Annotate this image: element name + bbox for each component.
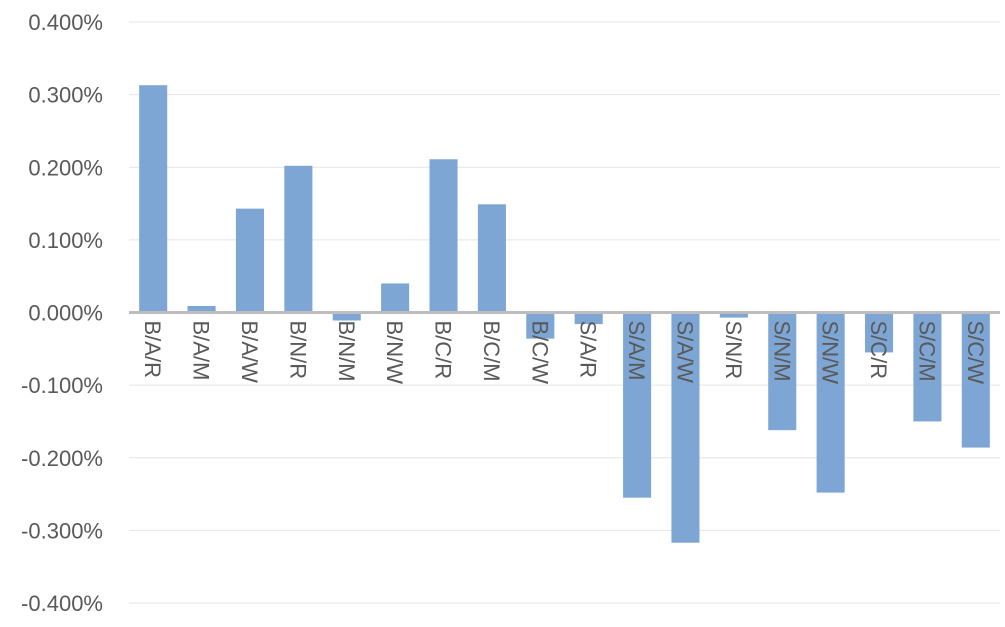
x-tick-label: B/N/M	[334, 321, 359, 382]
x-tick-label: B/A/M	[189, 321, 214, 381]
x-tick-label: S/A/R	[576, 321, 601, 378]
bar	[719, 312, 748, 318]
y-tick-label: -0.200%	[21, 446, 103, 471]
y-tick-label: 0.400%	[28, 10, 103, 35]
y-tick-label: -0.100%	[21, 373, 103, 398]
bar	[913, 312, 942, 422]
bar	[284, 165, 313, 313]
bar	[187, 305, 216, 313]
y-tick-label: -0.400%	[21, 591, 103, 616]
x-tick-label: B/C/R	[431, 321, 456, 380]
bar	[864, 312, 894, 353]
bar	[816, 312, 845, 493]
x-tick-label: B/C/M	[479, 321, 504, 382]
y-tick-label: 0.000%	[28, 301, 103, 326]
y-tick-label: 0.300%	[28, 83, 103, 108]
x-tick-label: B/A/W	[237, 321, 262, 384]
x-tick-label: S/A/M	[624, 321, 649, 381]
bar	[526, 312, 555, 339]
x-tick-label: B/A/R	[140, 321, 165, 378]
bar	[429, 159, 458, 313]
x-tick-label: S/C/W	[963, 321, 988, 385]
bar	[671, 312, 700, 543]
x-tick-label: B/N/W	[382, 321, 407, 385]
bar	[768, 312, 797, 431]
bar	[574, 312, 603, 325]
bar	[235, 208, 265, 313]
bar	[961, 312, 990, 448]
x-axis-tick-labels: B/A/R B/A/M B/A/W B/N/R B/N/M B/N/W B/C/R B/C/M…	[140, 321, 988, 385]
y-tick-label: -0.300%	[21, 518, 103, 543]
bar	[332, 312, 361, 321]
bar	[381, 283, 410, 313]
x-tick-label: S/N/R	[721, 321, 746, 380]
x-tick-label: S/N/W	[818, 321, 843, 385]
x-tick-label: S/C/M	[914, 321, 939, 382]
x-tick-label: B/N/R	[285, 321, 310, 380]
y-tick-label: 0.200%	[28, 155, 103, 180]
bar	[477, 204, 506, 313]
x-tick-label: S/A/W	[672, 321, 697, 384]
bars	[139, 85, 990, 543]
y-axis-tick-labels: 0.400% 0.300% 0.200% 0.100% 0.000% -0.100% -0.…	[21, 10, 103, 616]
x-tick-label: S/C/R	[866, 321, 891, 380]
bar	[623, 312, 652, 498]
y-tick-label: 0.100%	[28, 228, 103, 253]
x-tick-label: S/N/M	[769, 321, 794, 382]
x-tick-label: B/C/W	[527, 321, 552, 385]
bar	[139, 85, 168, 313]
gridlines	[129, 21, 1000, 604]
